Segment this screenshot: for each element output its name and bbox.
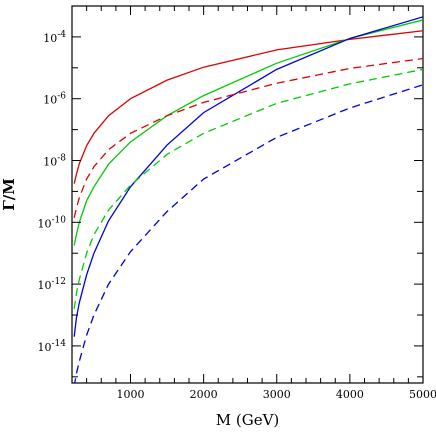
series-line-1-solid — [73, 30, 423, 184]
x-tick-label: 4000 — [336, 388, 364, 401]
y-tick-label: 10-8 — [43, 154, 66, 169]
x-axis-title: M (GeV) — [216, 411, 280, 429]
series-line-2-solid — [73, 19, 423, 246]
x-tick-label: 1000 — [117, 388, 145, 401]
plot-frame — [71, 5, 424, 384]
y-tick-label: 10-12 — [38, 277, 67, 292]
y-tick-label: 10-6 — [43, 92, 66, 107]
y-axis-title: Γ/M — [0, 178, 18, 211]
y-tick-label: 10-10 — [38, 215, 67, 230]
series-line-6-dashed — [74, 84, 423, 383]
series-line-3-solid — [73, 16, 423, 337]
series-line-4-dashed — [73, 57, 423, 218]
x-tick-label: 5000 — [409, 388, 436, 401]
y-tick-label: 10-14 — [38, 339, 67, 354]
x-tick-label: 2000 — [190, 388, 218, 401]
y-tick-label: 10-4 — [43, 30, 66, 45]
x-tick-label: 3000 — [263, 388, 291, 401]
series-line-5-dashed — [73, 68, 423, 309]
